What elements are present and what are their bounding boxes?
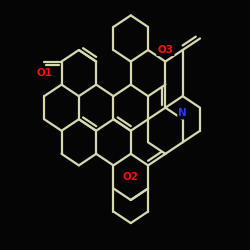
Text: O3: O3 [158, 45, 174, 55]
Text: O2: O2 [123, 172, 139, 182]
Text: N: N [178, 108, 187, 118]
Text: O1: O1 [36, 68, 52, 78]
